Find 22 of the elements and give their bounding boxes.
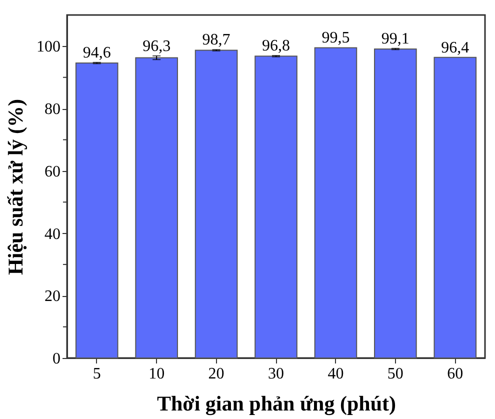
x-tick-label: 40 bbox=[328, 366, 344, 382]
x-tick-label: 20 bbox=[208, 366, 224, 382]
data-label: 99,5 bbox=[322, 30, 350, 47]
x-tick-label: 5 bbox=[92, 366, 101, 382]
y-tick-label: 20 bbox=[44, 288, 60, 306]
y-tick-label: 100 bbox=[36, 38, 60, 56]
data-label: 96,4 bbox=[441, 39, 470, 56]
data-label: 96,3 bbox=[142, 38, 171, 55]
y-tick-label: 0 bbox=[52, 350, 60, 368]
y-axis-title: Hiệu suất xử lý (%) bbox=[4, 99, 28, 275]
x-tick-label: 60 bbox=[447, 366, 464, 382]
y-tick-label: 40 bbox=[44, 226, 60, 243]
data-label: 94,6 bbox=[82, 44, 111, 62]
data-label: 99,1 bbox=[381, 30, 410, 48]
data-label: 98,7 bbox=[202, 32, 230, 49]
data-label: 96,8 bbox=[262, 38, 290, 55]
x-tick-label: 10 bbox=[148, 366, 165, 382]
y-tick-label: 80 bbox=[44, 101, 60, 118]
x-tick-label: 30 bbox=[268, 366, 284, 382]
x-tick-label: 50 bbox=[387, 366, 404, 382]
y-tick-label: 60 bbox=[44, 163, 60, 180]
x-axis-title: Thời gian phản ứng (phút) bbox=[157, 392, 396, 416]
